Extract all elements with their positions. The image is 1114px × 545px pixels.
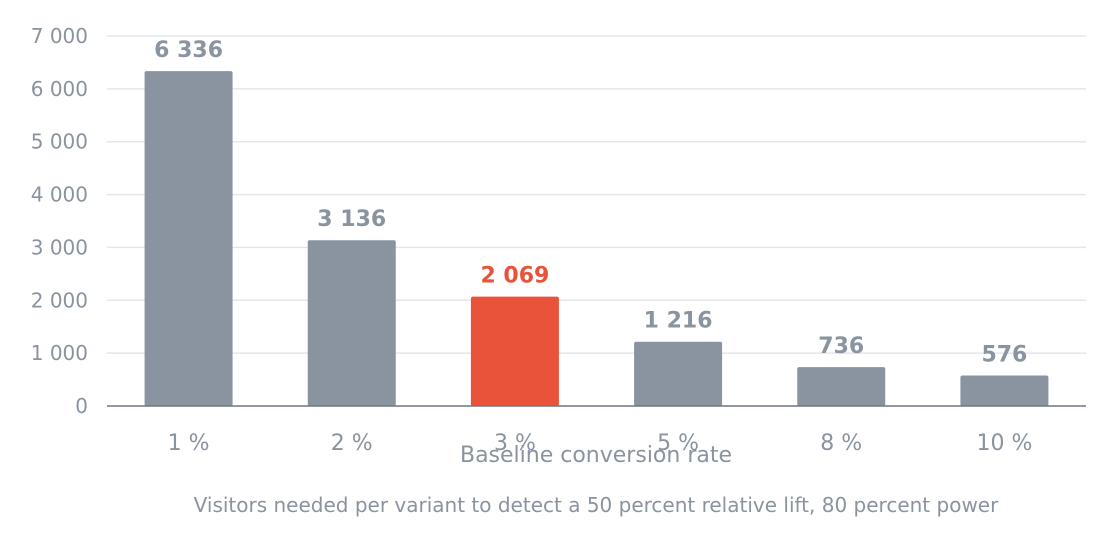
x-tick-label: 5 %: [657, 431, 699, 456]
bar-3pct: [470, 296, 559, 406]
y-axis-ticks: 0 1 000 2 000 3 000 4 000 5 000 6 000 7 000: [31, 24, 88, 418]
x-tick-label: 10 %: [976, 431, 1032, 456]
y-tick-label: 1 000: [31, 341, 88, 365]
y-tick-label: 2 000: [31, 288, 88, 312]
bar-2pct: [307, 240, 396, 406]
bar-value-label: 6 336: [154, 38, 223, 63]
bar-8pct: [797, 367, 886, 406]
y-tick-label: 7 000: [31, 24, 88, 48]
bar-value-label: 736: [818, 334, 864, 359]
y-tick-label: 3 000: [31, 235, 88, 259]
bar-1pct: [144, 71, 233, 407]
bar-5pct: [634, 341, 723, 406]
bar-value-label: 576: [981, 343, 1027, 368]
bar-value-label: 1 216: [644, 309, 713, 334]
gridlines: [107, 35, 1086, 354]
bars: 6 336 3 136 2 069 1 216 736 576: [144, 38, 1049, 407]
bar-10pct: [960, 375, 1049, 406]
bar-value-label: 3 136: [317, 207, 386, 232]
x-axis-ticks: 1 % 2 % 3 % 5 % 8 % 10 %: [168, 431, 1033, 456]
x-tick-label: 2 %: [331, 431, 373, 456]
y-tick-label: 6 000: [31, 77, 88, 101]
y-tick-label: 0: [75, 394, 88, 418]
x-tick-label: 3 %: [494, 431, 536, 456]
bar-value-label: 2 069: [480, 264, 549, 289]
y-tick-label: 4 000: [31, 183, 88, 207]
x-axis-label: Baseline conversion rate: [460, 443, 732, 468]
x-tick-label: 8 %: [820, 431, 862, 456]
x-tick-label: 1 %: [168, 431, 210, 456]
chart-caption: Visitors needed per variant to detect a …: [194, 493, 999, 517]
y-tick-label: 5 000: [31, 130, 88, 154]
